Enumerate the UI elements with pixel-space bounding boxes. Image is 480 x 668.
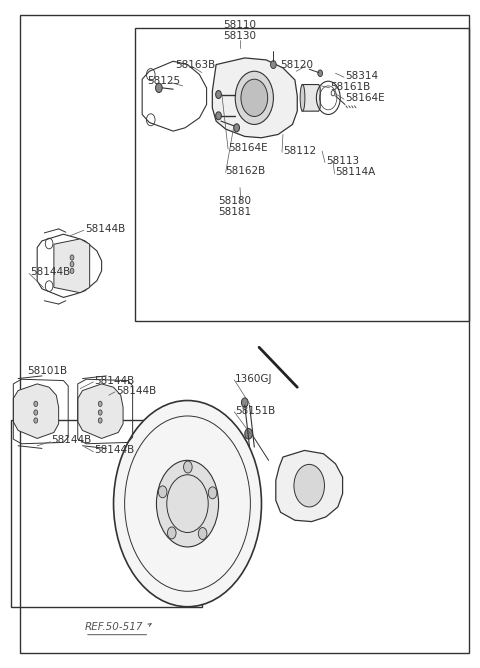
Circle shape [198, 528, 207, 540]
Text: 58112: 58112 [283, 146, 316, 156]
Text: 58110: 58110 [224, 19, 256, 29]
Text: 58101B: 58101B [28, 365, 68, 375]
Circle shape [168, 527, 176, 539]
Text: 58120: 58120 [281, 59, 313, 69]
Circle shape [98, 410, 102, 415]
Text: 58144B: 58144B [95, 446, 135, 456]
Circle shape [235, 71, 274, 124]
Circle shape [156, 460, 218, 547]
Polygon shape [78, 384, 123, 438]
Text: 58161B: 58161B [331, 81, 371, 92]
Text: 58181: 58181 [218, 207, 252, 217]
Ellipse shape [300, 85, 305, 111]
Polygon shape [276, 450, 343, 522]
Text: 58163B: 58163B [176, 59, 216, 69]
Bar [135, 28, 469, 321]
Circle shape [271, 61, 276, 69]
Circle shape [245, 428, 252, 439]
Circle shape [158, 486, 167, 498]
Text: 58113: 58113 [326, 156, 359, 166]
Circle shape [34, 410, 37, 415]
Circle shape [34, 418, 37, 423]
Text: REF.50-517: REF.50-517 [85, 622, 144, 632]
Text: 58144B: 58144B [95, 375, 135, 385]
Text: 58151B: 58151B [235, 405, 276, 415]
Text: 58144B: 58144B [85, 224, 125, 234]
Text: 58114A: 58114A [336, 168, 376, 177]
Text: 58180: 58180 [218, 196, 252, 206]
Polygon shape [54, 239, 90, 293]
Text: 58164E: 58164E [345, 93, 384, 103]
Circle shape [156, 84, 162, 93]
Circle shape [34, 401, 37, 407]
Text: 58144B: 58144B [30, 267, 70, 277]
Circle shape [216, 91, 221, 98]
Circle shape [294, 464, 324, 507]
Circle shape [241, 79, 268, 116]
Circle shape [70, 255, 74, 260]
Circle shape [208, 487, 217, 499]
Circle shape [241, 398, 248, 407]
Text: 58125: 58125 [147, 76, 180, 86]
Circle shape [114, 401, 262, 607]
Circle shape [70, 268, 74, 273]
Polygon shape [302, 85, 320, 111]
Circle shape [216, 112, 221, 120]
Circle shape [98, 418, 102, 423]
Circle shape [183, 461, 192, 473]
Circle shape [234, 124, 240, 132]
Text: 58162B: 58162B [226, 166, 266, 176]
Circle shape [318, 70, 323, 77]
Text: 58314: 58314 [345, 71, 378, 81]
Polygon shape [212, 58, 297, 138]
Circle shape [70, 261, 74, 267]
Text: 58130: 58130 [224, 31, 256, 41]
Text: 58164E: 58164E [228, 143, 268, 153]
Circle shape [98, 401, 102, 407]
Polygon shape [13, 384, 59, 438]
Bar [11, 420, 202, 607]
Text: 1360GJ: 1360GJ [235, 373, 273, 383]
Text: 58144B: 58144B [116, 385, 156, 395]
Text: 58144B: 58144B [51, 436, 92, 446]
